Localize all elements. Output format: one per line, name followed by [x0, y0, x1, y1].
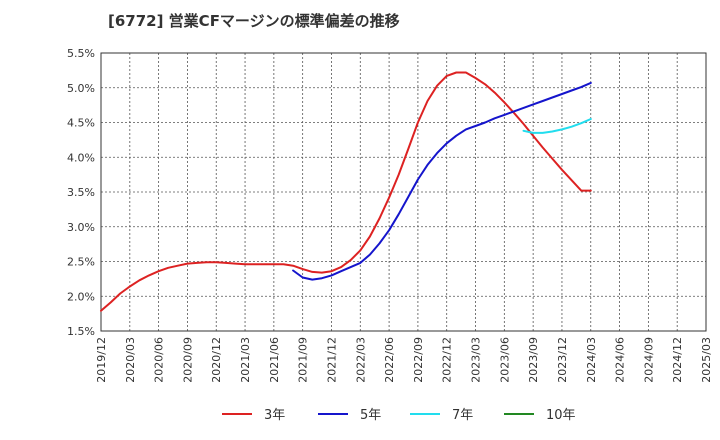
legend-label: 5年 — [360, 408, 381, 423]
y-tick-label: 5.5% — [67, 47, 95, 60]
series-line — [522, 118, 592, 134]
series-line — [292, 81, 592, 281]
x-tick-label: 2022/09 — [412, 337, 425, 383]
legend-label: 7年 — [452, 408, 473, 423]
x-tick-label: 2020/12 — [210, 337, 223, 383]
x-tick-label: 2022/03 — [354, 337, 367, 383]
y-tick-label: 3.5% — [67, 186, 95, 199]
y-tick-label: 3.0% — [67, 221, 95, 234]
x-tick-label: 2025/03 — [700, 337, 713, 383]
x-tick-label: 2019/12 — [95, 337, 108, 383]
x-tick-label: 2020/03 — [124, 337, 137, 383]
x-tick-label: 2022/12 — [441, 337, 454, 383]
x-tick-label: 2021/09 — [297, 337, 310, 383]
x-tick-label: 2023/03 — [470, 337, 483, 383]
plot-area-frame — [100, 52, 707, 332]
y-tick-label: 1.5% — [67, 325, 95, 338]
y-tick-label: 4.5% — [67, 117, 95, 130]
x-tick-label: 2024/12 — [671, 337, 684, 383]
grid-lines — [101, 53, 706, 331]
x-tick-label: 2023/12 — [556, 337, 569, 383]
legend-label: 10年 — [546, 408, 576, 423]
series-line — [100, 71, 592, 312]
legend-label: 3年 — [264, 408, 285, 423]
y-tick-label: 2.0% — [67, 290, 95, 303]
x-tick-label: 2021/12 — [325, 337, 338, 383]
y-tick-label: 4.0% — [67, 151, 95, 164]
x-axis-ticks: 2019/12 2020/03 2020/06 2020/09 2020/12 2021/… — [95, 337, 713, 383]
chart-title: [6772] 営業CFマージンの標準偏差の推移 — [108, 12, 400, 30]
x-tick-label: 2020/09 — [181, 337, 194, 383]
x-tick-label: 2024/03 — [585, 337, 598, 383]
x-tick-label: 2024/09 — [642, 337, 655, 383]
y-tick-label: 5.0% — [67, 82, 95, 95]
series-lines — [100, 71, 592, 312]
x-tick-label: 2021/06 — [268, 337, 281, 383]
legend: 3年 5年 7年 10年 — [222, 408, 576, 423]
x-tick-label: 2020/06 — [153, 337, 166, 383]
y-axis-ticks: 1.5% 2.0% 2.5% 3.0% 3.5% 4.0% 4.5% 5.0% 5.5% — [67, 47, 95, 338]
x-tick-label: 2024/06 — [614, 337, 627, 383]
x-tick-label: 2023/09 — [527, 337, 540, 383]
x-tick-label: 2023/06 — [498, 337, 511, 383]
x-tick-label: 2022/06 — [383, 337, 396, 383]
x-tick-label: 2021/03 — [239, 337, 252, 383]
y-tick-label: 2.5% — [67, 256, 95, 269]
